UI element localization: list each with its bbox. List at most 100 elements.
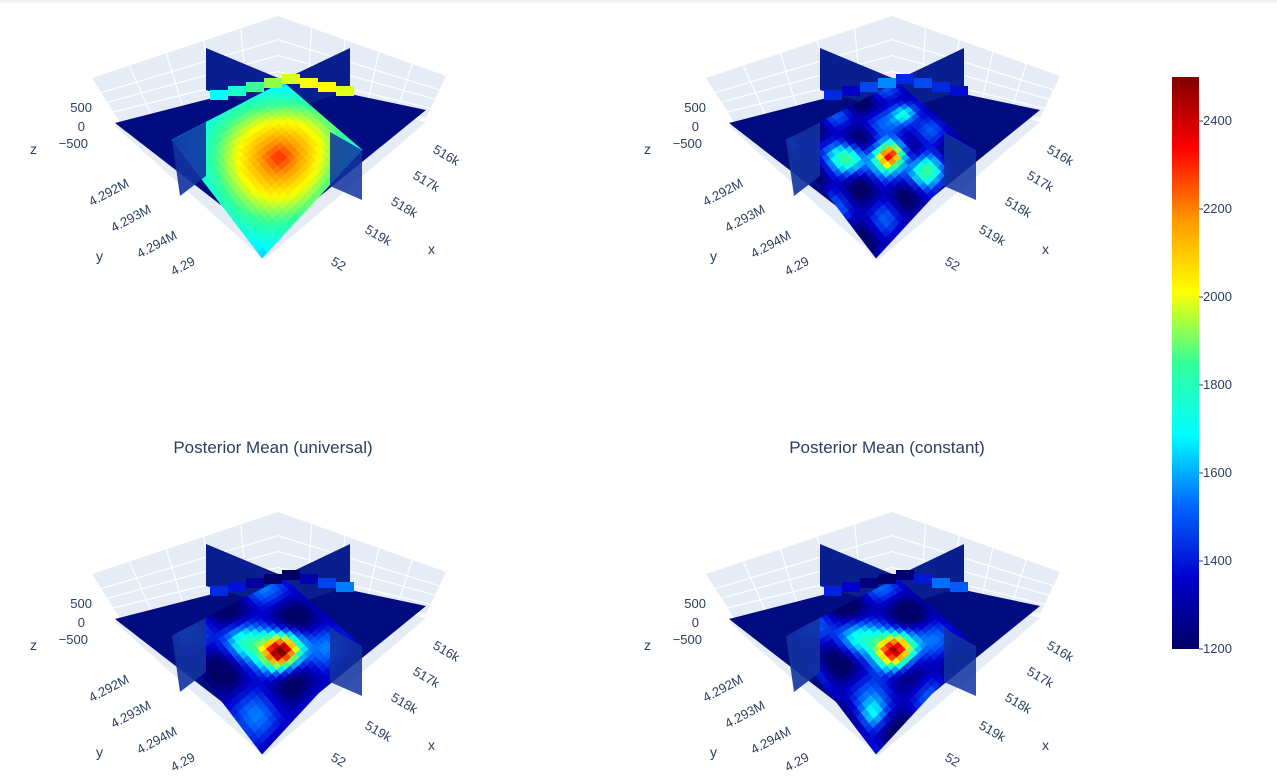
colorbar-tick-label: 2400 — [1203, 113, 1232, 128]
z-tick-label: −500 — [673, 632, 702, 647]
slice-top-cell — [896, 570, 914, 580]
y-tick-label: 4.294M — [748, 227, 793, 261]
slice-top-cell — [246, 82, 264, 92]
colorbar-tick-label: 1200 — [1203, 641, 1232, 656]
subplot-title-4: Posterior Mean (constant) — [789, 438, 985, 457]
grid-line — [395, 63, 413, 113]
grid-line — [715, 535, 893, 590]
vertical-slice-front-right — [330, 132, 362, 200]
y-tick-label: 4.293M — [108, 697, 153, 731]
slice-top-cell — [914, 78, 932, 88]
x-tick-label: 519k — [977, 222, 1009, 249]
y-axis-title: y — [710, 248, 717, 264]
vertical-slice-front-left — [172, 122, 206, 196]
slice-top-cell — [932, 578, 950, 588]
grid-line — [107, 551, 279, 599]
slice-top-patches — [824, 570, 968, 596]
heat-cell — [257, 247, 267, 259]
slice-top-cell — [932, 82, 950, 92]
slice-top-cell — [860, 578, 878, 588]
heat-surface — [785, 577, 977, 755]
grid-line — [277, 535, 440, 587]
y-tick-label: 4.293M — [722, 201, 767, 235]
slice-top-cell — [318, 578, 336, 588]
grid-line — [891, 535, 1054, 587]
heat-cell — [871, 247, 881, 259]
x-tick-label: 52 — [943, 750, 963, 770]
grid-line — [165, 549, 184, 605]
top-shadow — [0, 0, 1277, 4]
slice-top-cell — [860, 82, 878, 92]
grid-line — [1009, 559, 1027, 609]
x-tick-label: 518k — [1003, 194, 1035, 221]
vertical-slice-front-left — [786, 618, 820, 692]
grid-line — [891, 39, 1054, 91]
x-tick-label: 518k — [389, 194, 421, 221]
x-tick-label: 519k — [363, 222, 395, 249]
z-tick-label: 0 — [692, 615, 699, 630]
grid-line — [721, 551, 893, 599]
colorbar-tick-label: 2200 — [1203, 201, 1232, 216]
z-tick-label: 500 — [684, 100, 706, 115]
z-tick-label: −500 — [59, 136, 88, 151]
grid-line — [1009, 63, 1027, 113]
y-tick-label: 4.29 — [782, 749, 811, 774]
vertical-slice-front-left — [172, 618, 206, 692]
slice-top-cell — [282, 74, 300, 84]
x-axis-title: x — [1042, 241, 1049, 257]
grid-line — [128, 561, 153, 612]
x-tick-label: 52 — [329, 254, 349, 274]
slice-top-cell — [336, 86, 354, 96]
z-tick-label: 0 — [78, 615, 85, 630]
grid-line — [128, 65, 153, 116]
grid-line — [101, 535, 279, 590]
y-tick-label: 4.292M — [86, 671, 131, 705]
colorbar-tick-label: 1800 — [1203, 377, 1232, 392]
z-tick-label: −500 — [59, 632, 88, 647]
grid-line — [277, 551, 436, 596]
colorbar: 2400 2200 2000 1800 1600 1400 1200 — [1172, 77, 1232, 656]
slice-top-cell — [878, 78, 896, 88]
x-tick-label: 52 — [943, 254, 963, 274]
x-tick-label: 517k — [411, 664, 443, 691]
grid-line — [779, 549, 798, 605]
slice-top-cell — [878, 574, 896, 584]
slice-top-cell — [282, 570, 300, 580]
grid-line — [779, 53, 798, 109]
heat-cell — [871, 743, 881, 755]
colorbar-tick-label: 1400 — [1203, 553, 1232, 568]
slice-top-cell — [300, 78, 318, 88]
grid-line — [165, 53, 184, 109]
slice-top-cell — [228, 86, 246, 96]
slice-top-cell — [842, 86, 860, 96]
x-axis-title: x — [428, 737, 435, 753]
slice-top-patches — [824, 74, 968, 100]
y-tick-label: 4.294M — [134, 723, 179, 757]
slice-top-cell — [300, 574, 318, 584]
x-tick-label: 517k — [411, 168, 443, 195]
subplot-title-3: Posterior Mean (universal) — [173, 438, 373, 457]
slice-top-cell — [842, 582, 860, 592]
y-tick-label: 4.292M — [86, 175, 131, 209]
x-tick-label: 517k — [1025, 168, 1057, 195]
slice-top-cell — [246, 578, 264, 588]
y-tick-label: 4.294M — [748, 723, 793, 757]
y-tick-label: 4.294M — [134, 227, 179, 261]
z-tick-label: −500 — [673, 136, 702, 151]
grid-line — [721, 55, 893, 103]
heat-surface — [785, 81, 977, 259]
vertical-slice-front-left — [786, 122, 820, 196]
slice-top-cell — [336, 582, 354, 592]
grid-line — [891, 55, 1050, 100]
slice-top-patches — [210, 74, 354, 100]
x-tick-label: 516k — [1045, 142, 1077, 169]
grid-line — [980, 51, 994, 107]
x-tick-label: 517k — [1025, 664, 1057, 691]
y-tick-label: 4.29 — [782, 253, 811, 278]
y-axis-title: y — [96, 248, 103, 264]
